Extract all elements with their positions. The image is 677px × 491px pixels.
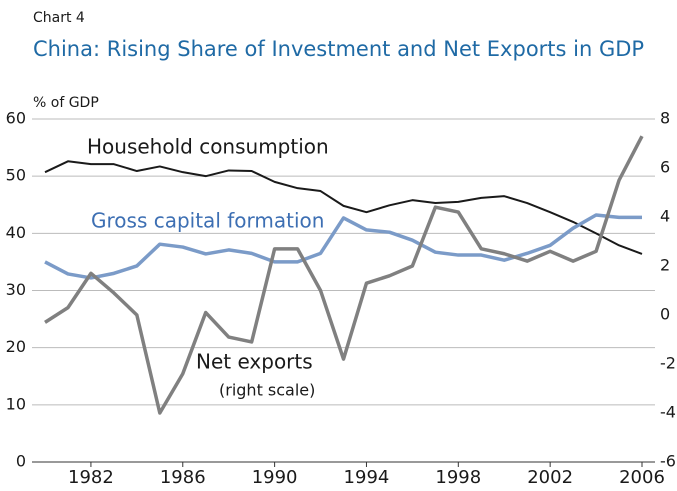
x-tick-label: 1990 <box>252 467 298 488</box>
y2-tick-label: -2 <box>660 354 676 373</box>
y-tick-label: 60 <box>6 109 26 128</box>
y2-tick-label: 4 <box>660 207 670 226</box>
y-tick-label: 40 <box>6 223 26 242</box>
series-line <box>44 135 644 415</box>
x-tick-label: 2002 <box>527 467 573 488</box>
y-tick-label: 0 <box>16 452 26 471</box>
y-tick-label: 50 <box>6 166 26 185</box>
y2-tick-label: 0 <box>660 305 670 324</box>
x-tick-label: 2006 <box>619 467 665 488</box>
y2-tick-label: -4 <box>660 403 676 422</box>
chart-title: China: Rising Share of Investment and Ne… <box>33 37 644 61</box>
series-label: Gross capital formation <box>91 209 324 233</box>
chart-label: Chart 4 <box>33 10 85 26</box>
y-tick-label: 20 <box>6 337 26 356</box>
y-tick-label: 30 <box>6 280 26 299</box>
x-tick-label: 1994 <box>344 467 390 488</box>
x-tick-label: 1998 <box>435 467 481 488</box>
annotation: (right scale) <box>219 381 315 400</box>
x-tick-label: 1986 <box>160 467 206 488</box>
series-label: Net exports <box>196 350 313 374</box>
series-line <box>44 213 642 280</box>
series-label: Household consumption <box>87 135 329 159</box>
series-line <box>44 160 643 255</box>
y-axis-label: % of GDP <box>33 95 99 111</box>
y2-tick-label: -6 <box>660 452 676 471</box>
x-tick-label: 1982 <box>68 467 114 488</box>
y2-tick-label: 2 <box>660 256 670 275</box>
y2-tick-label: 6 <box>660 158 670 177</box>
y-tick-label: 10 <box>6 394 26 413</box>
y2-tick-label: 8 <box>660 109 670 128</box>
